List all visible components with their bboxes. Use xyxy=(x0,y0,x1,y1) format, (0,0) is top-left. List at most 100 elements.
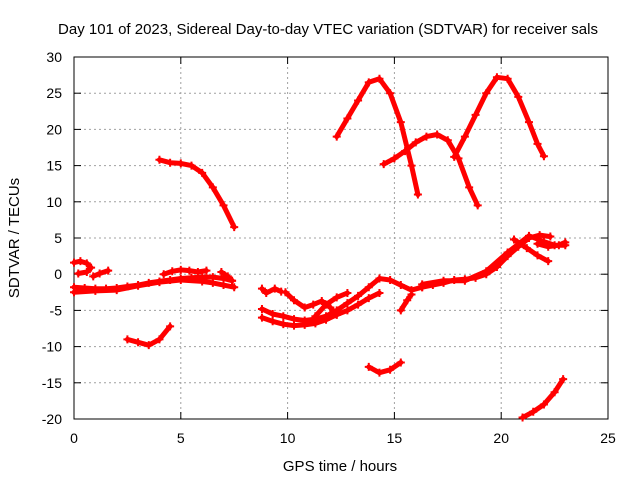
data-point xyxy=(257,304,266,313)
data-point xyxy=(166,322,175,331)
data-point xyxy=(375,289,384,298)
data-point xyxy=(290,296,299,305)
data-point xyxy=(223,272,232,281)
series-band xyxy=(381,132,481,208)
data-point xyxy=(309,300,318,309)
x-tick-label: 5 xyxy=(177,430,185,446)
data-point xyxy=(76,257,85,266)
data-point xyxy=(322,315,331,324)
data-point xyxy=(503,248,512,257)
y-tick-label: -15 xyxy=(42,375,62,391)
data-point xyxy=(89,272,98,281)
data-point xyxy=(311,319,320,328)
data-point xyxy=(198,277,207,286)
data-point xyxy=(422,132,431,141)
data-point xyxy=(193,268,202,277)
data-point xyxy=(407,290,416,299)
y-tick-label: -5 xyxy=(50,302,63,318)
data-point xyxy=(290,321,299,330)
data-point xyxy=(529,407,538,416)
series-band xyxy=(71,277,237,295)
data-point xyxy=(482,89,491,98)
data-point xyxy=(354,291,363,300)
y-tick-label: -20 xyxy=(42,411,62,427)
data-point xyxy=(503,74,512,83)
data-point xyxy=(332,310,341,319)
data-point xyxy=(155,278,164,287)
y-tick-label: 10 xyxy=(46,194,62,210)
data-point xyxy=(450,152,459,161)
series-band xyxy=(312,290,350,319)
series-21 xyxy=(364,358,405,377)
data-point xyxy=(396,358,405,367)
data-point xyxy=(134,338,143,347)
series-12 xyxy=(311,289,352,321)
data-point xyxy=(332,293,341,302)
data-point xyxy=(228,276,237,285)
data-point xyxy=(219,201,228,210)
series-band xyxy=(334,76,421,198)
data-point xyxy=(522,244,531,253)
series-5 xyxy=(217,268,237,285)
data-point xyxy=(230,223,239,232)
y-tick-label: 30 xyxy=(46,49,62,65)
y-tick-label: 5 xyxy=(54,230,62,246)
data-series xyxy=(70,73,570,422)
data-point xyxy=(465,183,474,192)
data-point xyxy=(185,266,194,275)
data-point xyxy=(396,306,405,315)
series-band xyxy=(259,276,425,323)
data-point xyxy=(279,312,288,321)
data-point xyxy=(176,159,185,168)
data-point xyxy=(257,313,266,322)
data-point xyxy=(550,388,559,397)
series-3 xyxy=(89,266,113,281)
data-point xyxy=(375,274,384,283)
series-7 xyxy=(123,322,175,350)
data-point xyxy=(510,235,519,244)
data-point xyxy=(270,284,279,293)
x-axis-label: GPS time / hours xyxy=(283,458,397,475)
data-point xyxy=(279,320,288,329)
data-point xyxy=(112,286,121,295)
data-point xyxy=(198,168,207,177)
data-point xyxy=(155,155,164,164)
data-point xyxy=(155,335,164,344)
y-tick-label: 20 xyxy=(46,121,62,137)
data-point xyxy=(354,300,363,309)
data-point xyxy=(343,299,352,308)
series-band xyxy=(511,236,551,264)
series-band xyxy=(535,239,568,250)
data-point xyxy=(514,92,523,101)
series-15 xyxy=(510,235,553,266)
series-1 xyxy=(70,275,239,297)
data-point xyxy=(91,286,100,295)
y-axis-label: SDTVAR / TECUs xyxy=(6,178,23,298)
chart-title: Day 101 of 2023, Sidereal Day-to-day VTE… xyxy=(58,21,598,38)
data-point xyxy=(544,242,553,251)
data-point xyxy=(492,73,501,82)
data-point xyxy=(202,266,211,275)
data-point xyxy=(230,283,239,292)
data-point xyxy=(396,118,405,127)
y-tick-label: 15 xyxy=(46,158,62,174)
data-point xyxy=(524,231,533,240)
data-point xyxy=(544,257,553,266)
data-point xyxy=(317,296,326,305)
data-point xyxy=(433,130,442,139)
data-point xyxy=(403,296,412,305)
series-22 xyxy=(518,375,568,422)
data-point xyxy=(439,276,448,285)
data-point xyxy=(82,259,91,268)
data-point xyxy=(364,294,373,303)
data-point xyxy=(407,161,416,170)
data-point xyxy=(418,280,427,289)
data-point xyxy=(281,288,290,297)
data-point xyxy=(187,161,196,170)
data-point xyxy=(354,96,363,105)
series-band xyxy=(398,292,414,313)
series-band xyxy=(520,376,566,421)
data-point xyxy=(364,78,373,87)
data-point xyxy=(262,289,271,298)
axis-ticks: 0 5 10 15 20 25 -20 -15 -10 -5 0 5 10 15 20 25 30 xyxy=(42,49,616,446)
